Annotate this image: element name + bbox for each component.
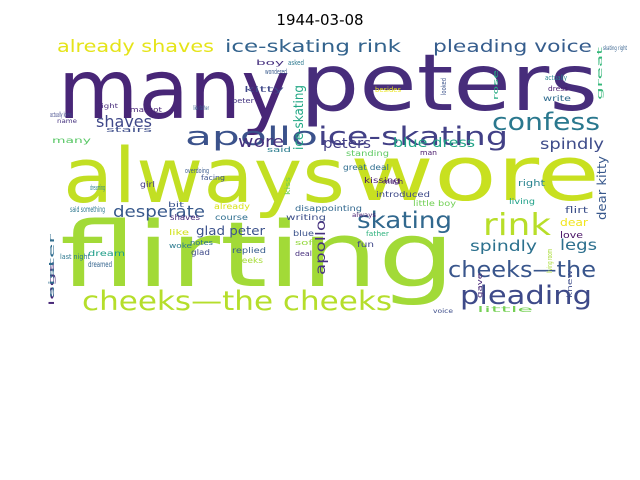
word-like-father: like father xyxy=(193,105,209,112)
word-margot: margot xyxy=(130,106,162,114)
word-blue: blue xyxy=(293,229,314,238)
word-dress: dress xyxy=(548,85,568,93)
word-peter: peter xyxy=(232,97,254,105)
word-disappointing: disappointing xyxy=(295,204,362,213)
word-woke: woke xyxy=(169,242,192,250)
word-dreaming: dreaming xyxy=(90,184,105,192)
word-skating: skating xyxy=(357,208,452,234)
word-actually-knew: actually knew xyxy=(50,111,72,119)
word-name: name xyxy=(57,118,77,125)
word-wondered: wondered xyxy=(265,68,287,76)
word-man: man xyxy=(420,149,437,157)
word-knew: knew xyxy=(566,270,574,298)
word-rose: rose xyxy=(492,70,500,100)
word-dreamed: dreamed xyxy=(88,260,112,269)
word-girl: girl xyxy=(140,180,155,189)
word-ice-skating: ice-skating xyxy=(318,122,508,152)
word-last-night: last night xyxy=(60,253,90,261)
word-looked: looked xyxy=(440,78,448,95)
word-peters: peters xyxy=(300,39,598,129)
word-wore: wore xyxy=(238,132,284,151)
word-spindly: spindly xyxy=(470,237,537,255)
word-dream: dream xyxy=(88,249,125,258)
word-peters: peters xyxy=(323,136,371,152)
word-shaves: shaves xyxy=(170,213,200,222)
word-wore: wore xyxy=(350,129,600,218)
word-love: love xyxy=(560,231,584,241)
word-always: always xyxy=(63,131,345,220)
word-actually: actually xyxy=(545,74,567,82)
word-replied: replied xyxy=(232,246,266,255)
word-kissing: kissing xyxy=(364,176,400,185)
word-boy: boy xyxy=(256,59,284,67)
word-introduced: introduced xyxy=(376,190,430,199)
word-confess: confess xyxy=(492,108,600,136)
word-desperate: desperate xyxy=(113,202,205,221)
word-great: great xyxy=(596,46,604,100)
word-right: right xyxy=(518,179,546,189)
word-kitty: kitty xyxy=(244,85,285,94)
word-legs: legs xyxy=(48,260,56,306)
word-stairs: stairs xyxy=(106,126,153,134)
word-notes: notes xyxy=(190,239,213,247)
word-voice: voice xyxy=(433,308,453,315)
word-skating-right: skating right xyxy=(603,45,627,52)
word-shaves: shaves xyxy=(96,112,152,131)
word-glad-peter: glad peter xyxy=(196,224,265,238)
word-pleading: pleading xyxy=(460,281,592,311)
word-cheeks: cheeks xyxy=(231,256,263,265)
word-said-something: said something xyxy=(70,205,105,214)
word-great-deal: great deal xyxy=(343,163,389,172)
word-many: many xyxy=(58,43,290,138)
word-facing: facing xyxy=(201,174,225,182)
word-asked: asked xyxy=(288,59,304,67)
word-little: little xyxy=(477,305,533,314)
word-flirting: flirting xyxy=(60,203,455,308)
word-standing: standing xyxy=(346,149,389,158)
word-sister: sister xyxy=(48,234,56,298)
word-soft: soft xyxy=(295,239,317,247)
word-deal: deal xyxy=(295,250,312,258)
word-already: already xyxy=(214,202,250,211)
word-ice-skating: ice-skating xyxy=(292,85,307,150)
word-night: night xyxy=(96,103,119,110)
word-dear-kitty: dear kitty xyxy=(595,156,609,220)
word-cheeks-the-cheeks: cheeks—the cheeks xyxy=(82,286,392,317)
word-glad: glad xyxy=(191,248,210,257)
word-fun: fun xyxy=(357,240,374,249)
word-ice-skating-rink: ice-skating rink xyxy=(225,37,401,57)
word-flirt: flirt xyxy=(565,206,589,216)
word-course: course xyxy=(215,213,248,222)
word-little-boy: little boy xyxy=(413,199,456,208)
word-pleading-voice: pleading voice xyxy=(433,37,592,57)
chart-title: 1944-03-08 xyxy=(276,11,364,29)
word-kiss: kiss xyxy=(284,177,292,195)
word-living: living xyxy=(509,197,535,206)
word-write: write xyxy=(543,94,571,103)
word-writing: writing xyxy=(286,213,326,222)
word-besides: besides xyxy=(375,86,401,94)
word-like: like xyxy=(169,228,189,237)
word-always: always xyxy=(352,212,376,219)
word-blue-dress: blue dress xyxy=(393,136,475,151)
word-spindly: spindly xyxy=(540,135,604,153)
word-said: said xyxy=(267,146,291,154)
word-father: father xyxy=(366,230,389,238)
word-apollo: apollo xyxy=(314,220,329,275)
word-many: many xyxy=(52,136,91,145)
word-legs: legs xyxy=(560,236,597,254)
word-overdoing: overdoing xyxy=(185,167,209,175)
word-living-room: living room xyxy=(546,249,554,273)
word-rink: rink xyxy=(483,208,552,243)
word-gave: gave xyxy=(476,273,484,298)
word-much: much xyxy=(383,178,403,186)
word-dear: dear xyxy=(560,216,589,229)
word-already-shaves: already shaves xyxy=(57,37,214,57)
word-bit: bit xyxy=(168,201,184,209)
word-cheeks-the: cheeks—the xyxy=(448,258,596,283)
word-apollo: apollo xyxy=(185,122,318,152)
